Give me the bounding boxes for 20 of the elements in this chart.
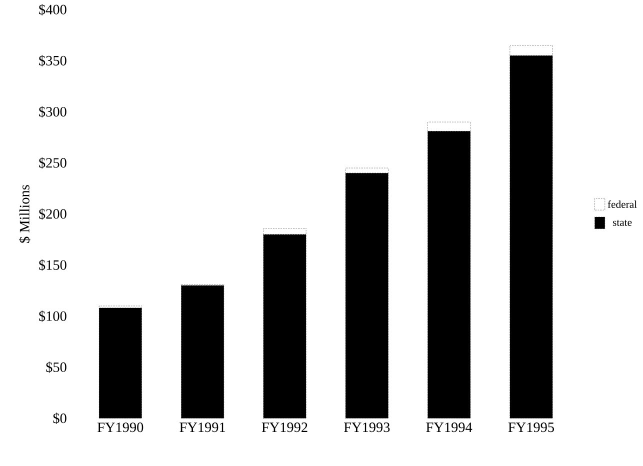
x-tick-label: FY1992: [262, 422, 308, 432]
y-tick-label: $400: [39, 4, 66, 16]
x-tick-label: FY1995: [508, 422, 554, 432]
legend-label: federal: [608, 200, 637, 208]
x-tick-label: FY1994: [426, 422, 472, 432]
y-tick-label: $0: [53, 412, 66, 424]
y-tick-label: $150: [39, 260, 66, 271]
y-tick-label: $350: [39, 55, 66, 67]
y-tick-label: $200: [39, 208, 66, 220]
x-tick-label: FY1993: [344, 422, 390, 432]
x-tick-label: FY1990: [98, 422, 144, 432]
y-tick-label: $250: [39, 157, 66, 169]
y-tick-label: $300: [39, 106, 66, 118]
legend-label: state: [612, 220, 632, 226]
x-tick-label: FY1991: [180, 422, 226, 432]
y-tick-label: $50: [46, 362, 66, 374]
y-tick-label: $100: [39, 310, 66, 322]
bar: [181, 285, 224, 418]
bar: [98, 308, 142, 418]
y-axis-title: $ Millions: [18, 185, 30, 243]
